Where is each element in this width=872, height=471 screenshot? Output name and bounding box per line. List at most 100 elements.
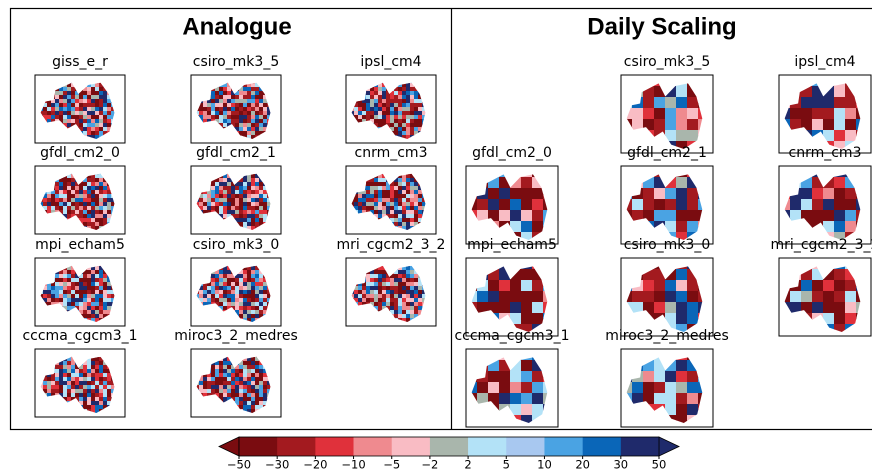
map-cell: [354, 302, 359, 307]
map-cell: [251, 262, 256, 267]
map-cell: [199, 266, 204, 271]
map-cell: [394, 99, 399, 104]
map-cell: [654, 130, 666, 142]
map-cell: [374, 318, 379, 323]
map-cell: [247, 298, 252, 303]
map-cell: [267, 166, 272, 171]
map-cell: [51, 310, 56, 315]
map-cell: [219, 206, 224, 211]
map-cell: [346, 91, 351, 96]
map-cell: [223, 103, 228, 108]
map-cell: [239, 385, 244, 390]
map-cell: [79, 266, 84, 271]
map-cell: [532, 280, 544, 292]
map-cell: [398, 270, 403, 275]
map-cell: [346, 286, 351, 291]
map-cell: [231, 182, 236, 187]
map-cell: [398, 79, 403, 84]
map-cell: [374, 210, 379, 215]
map-cell: [51, 87, 56, 92]
map-cell: [55, 266, 60, 271]
map-cell: [698, 360, 710, 372]
map-cell: [354, 202, 359, 207]
map-cell: [47, 365, 52, 370]
map-cell: [382, 206, 387, 211]
map-cell: [63, 318, 68, 323]
map-cell: [211, 349, 216, 354]
map-cell: [75, 353, 80, 358]
map-cell: [255, 385, 260, 390]
map-cell: [406, 83, 411, 88]
map-cell: [354, 182, 359, 187]
map-cell: [63, 401, 68, 406]
map-cell: [382, 194, 387, 199]
map-cell: [119, 262, 124, 267]
map-cell: [499, 280, 511, 292]
map-cell: [398, 310, 403, 315]
map-cell: [95, 409, 100, 414]
map-cell: [394, 174, 399, 179]
map-cell: [358, 210, 363, 215]
map-cell: [215, 226, 220, 231]
map-cell: [215, 182, 220, 187]
model-label: mpi_echam5: [35, 237, 125, 253]
map-cell: [259, 111, 264, 116]
map-cell: [255, 202, 260, 207]
map-cell: [275, 258, 280, 263]
map-cell: [243, 314, 248, 319]
map-cell: [67, 405, 72, 410]
map-cell: [406, 166, 411, 171]
map-cell: [111, 349, 116, 354]
map-cell: [402, 214, 407, 219]
map-cell: [239, 198, 244, 203]
map-cell: [354, 310, 359, 315]
map-cell: [51, 397, 56, 402]
map-cell: [71, 353, 76, 358]
map-cell: [203, 131, 208, 136]
map-cell: [239, 361, 244, 366]
map-cell: [845, 75, 857, 87]
map-cell: [354, 194, 359, 199]
map-cell: [477, 415, 489, 427]
map-cell: [191, 298, 196, 303]
map-cell: [51, 194, 56, 199]
map-cell: [406, 282, 411, 287]
map: [191, 166, 284, 235]
map-cell: [247, 381, 252, 386]
map-cell: [87, 365, 92, 370]
map-cell: [406, 286, 411, 291]
map-cell: [366, 318, 371, 323]
map-cell: [271, 170, 276, 175]
map-cell: [219, 377, 224, 382]
map-cell: [251, 222, 256, 227]
map-cell: [39, 222, 44, 227]
map-cell: [263, 385, 268, 390]
map-cell: [259, 349, 264, 354]
map-cell: [231, 186, 236, 191]
map-cell: [215, 83, 220, 88]
map-cell: [203, 357, 208, 362]
map-cell: [199, 166, 204, 171]
map-cell: [59, 365, 64, 370]
map-cell: [239, 286, 244, 291]
map-cell: [243, 75, 248, 80]
map-cell: [119, 409, 124, 414]
map-cell: [203, 214, 208, 219]
map-cell: [231, 314, 236, 319]
map-cell: [267, 274, 272, 279]
map-cell: [402, 115, 407, 120]
map-cell: [239, 401, 244, 406]
map-cell: [83, 131, 88, 136]
map-cell: [79, 186, 84, 191]
map-cell: [223, 397, 228, 402]
map-cell: [59, 306, 64, 311]
map-cell: [414, 178, 419, 183]
map-cell: [103, 373, 108, 378]
map-cell: [91, 91, 96, 96]
map-cell: [55, 381, 60, 386]
map-cell: [394, 75, 399, 80]
map-cell: [71, 166, 76, 171]
map-cell: [418, 170, 423, 175]
map-cell: [366, 278, 371, 283]
map-cell: [195, 353, 200, 358]
